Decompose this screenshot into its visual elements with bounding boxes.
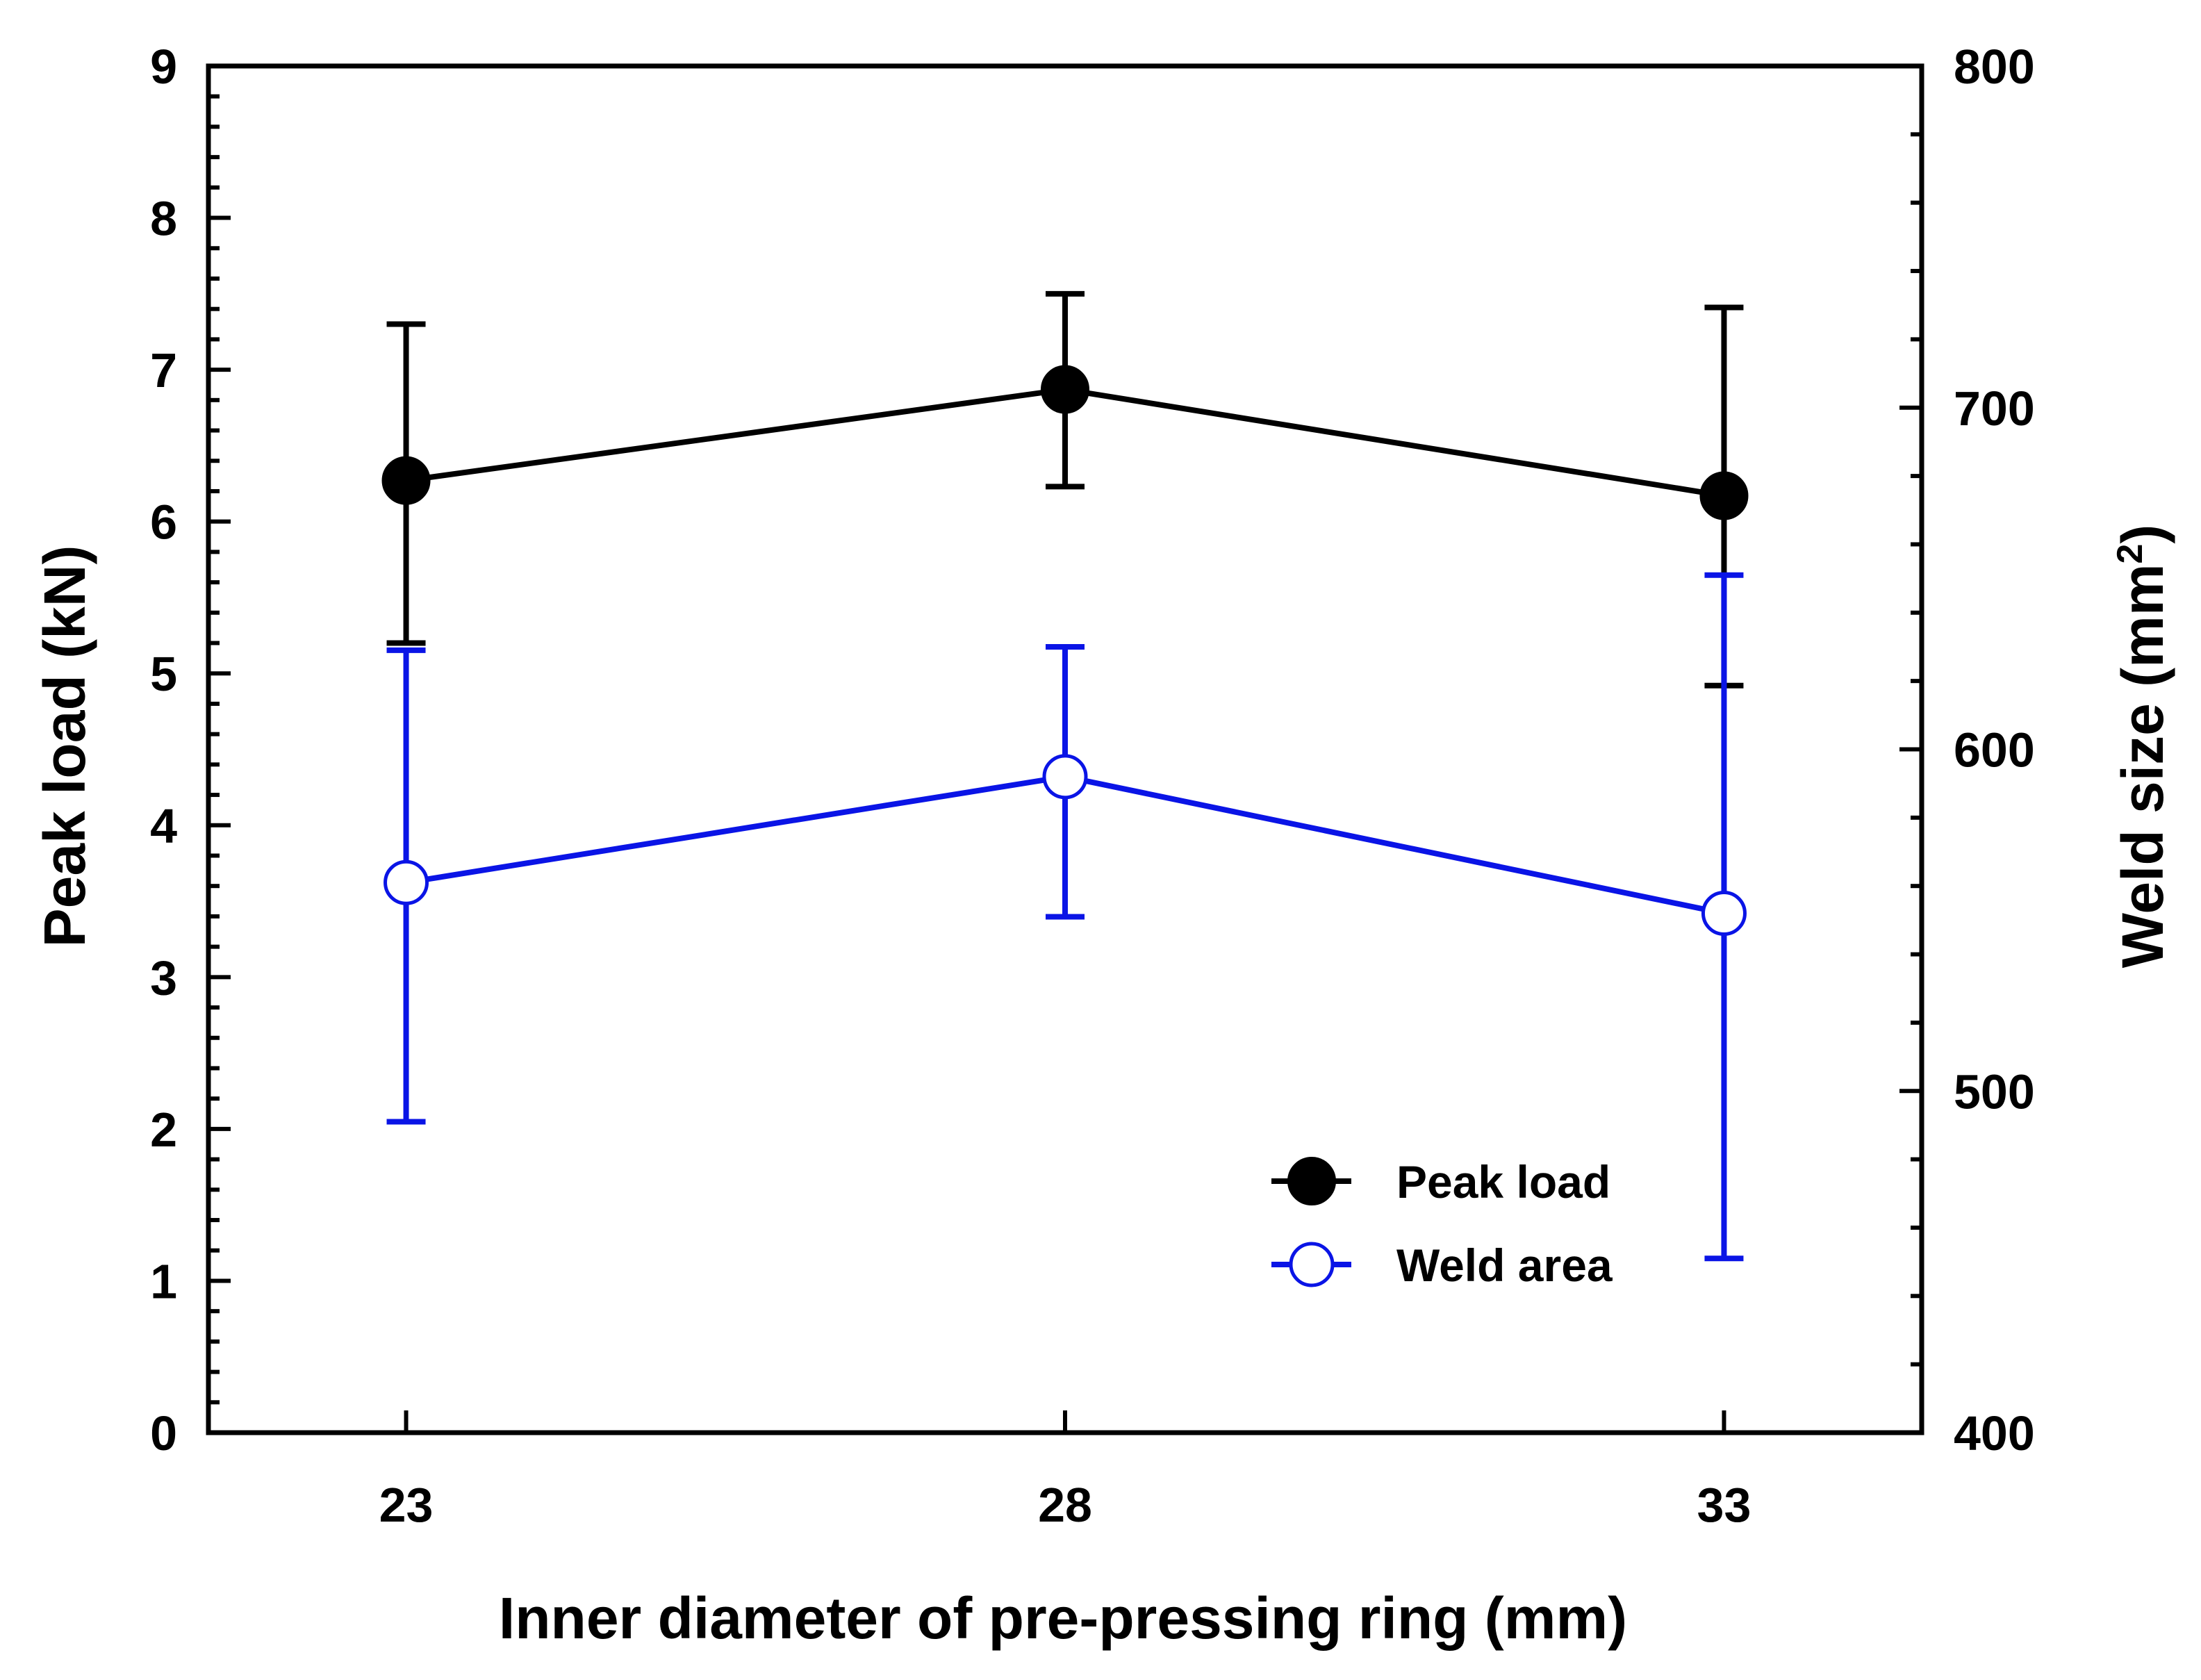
y2-axis-title-superscript: 2 [2110,544,2150,564]
y-tick-label: 9 [150,40,177,94]
y2-axis-title-close: ) [2110,525,2175,544]
data-point [1042,754,1088,800]
y2-tick-label: 500 [1954,1064,2035,1119]
legend-marker [1287,1157,1336,1205]
data-point [1699,471,1749,520]
y2-tick-label: 400 [1954,1406,2035,1460]
legend-marker [1289,1242,1335,1287]
y-tick-label: 3 [150,950,177,1005]
data-point [1041,365,1089,414]
text-layer: Inner diameter of pre-pressing ring (mm)… [32,40,2175,1651]
y-tick-label: 5 [150,647,177,701]
y2-tick-label: 700 [1954,381,2035,436]
axes-layer [206,63,1924,1435]
x-tick-label: 33 [1697,1478,1751,1532]
legend: Peak load Weld area [1271,1156,1613,1291]
data-point [381,456,431,505]
y-tick-label: 6 [150,495,177,550]
y-tick-label: 4 [150,799,177,853]
series-weld-area [384,572,1747,1262]
y-tick-label: 8 [150,192,177,246]
y-tick-label: 0 [150,1406,177,1460]
data-point [1701,891,1747,937]
legend-label: Peak load [1396,1156,1610,1208]
x-tick-label: 23 [379,1478,434,1532]
y-tick-label: 1 [150,1254,177,1308]
y-tick-label: 2 [150,1103,177,1157]
y-axis-title: Peak load (kN) [32,545,97,948]
y2-tick-label: 600 [1954,723,2035,777]
y2-tick-label: 800 [1954,40,2035,94]
x-axis-title: Inner diameter of pre-pressing ring (mm) [499,1586,1627,1651]
y2-axis-title-main: Weld size (mm [2110,563,2175,968]
data-point [384,859,429,905]
series-layer [381,290,1749,1262]
y-tick-label: 7 [150,343,177,397]
x-tick-label: 28 [1038,1478,1092,1532]
legend-label: Weld area [1396,1240,1613,1291]
y2-axis-title: Weld size (mm2) [2110,525,2175,969]
series-peak-load [381,290,1749,689]
